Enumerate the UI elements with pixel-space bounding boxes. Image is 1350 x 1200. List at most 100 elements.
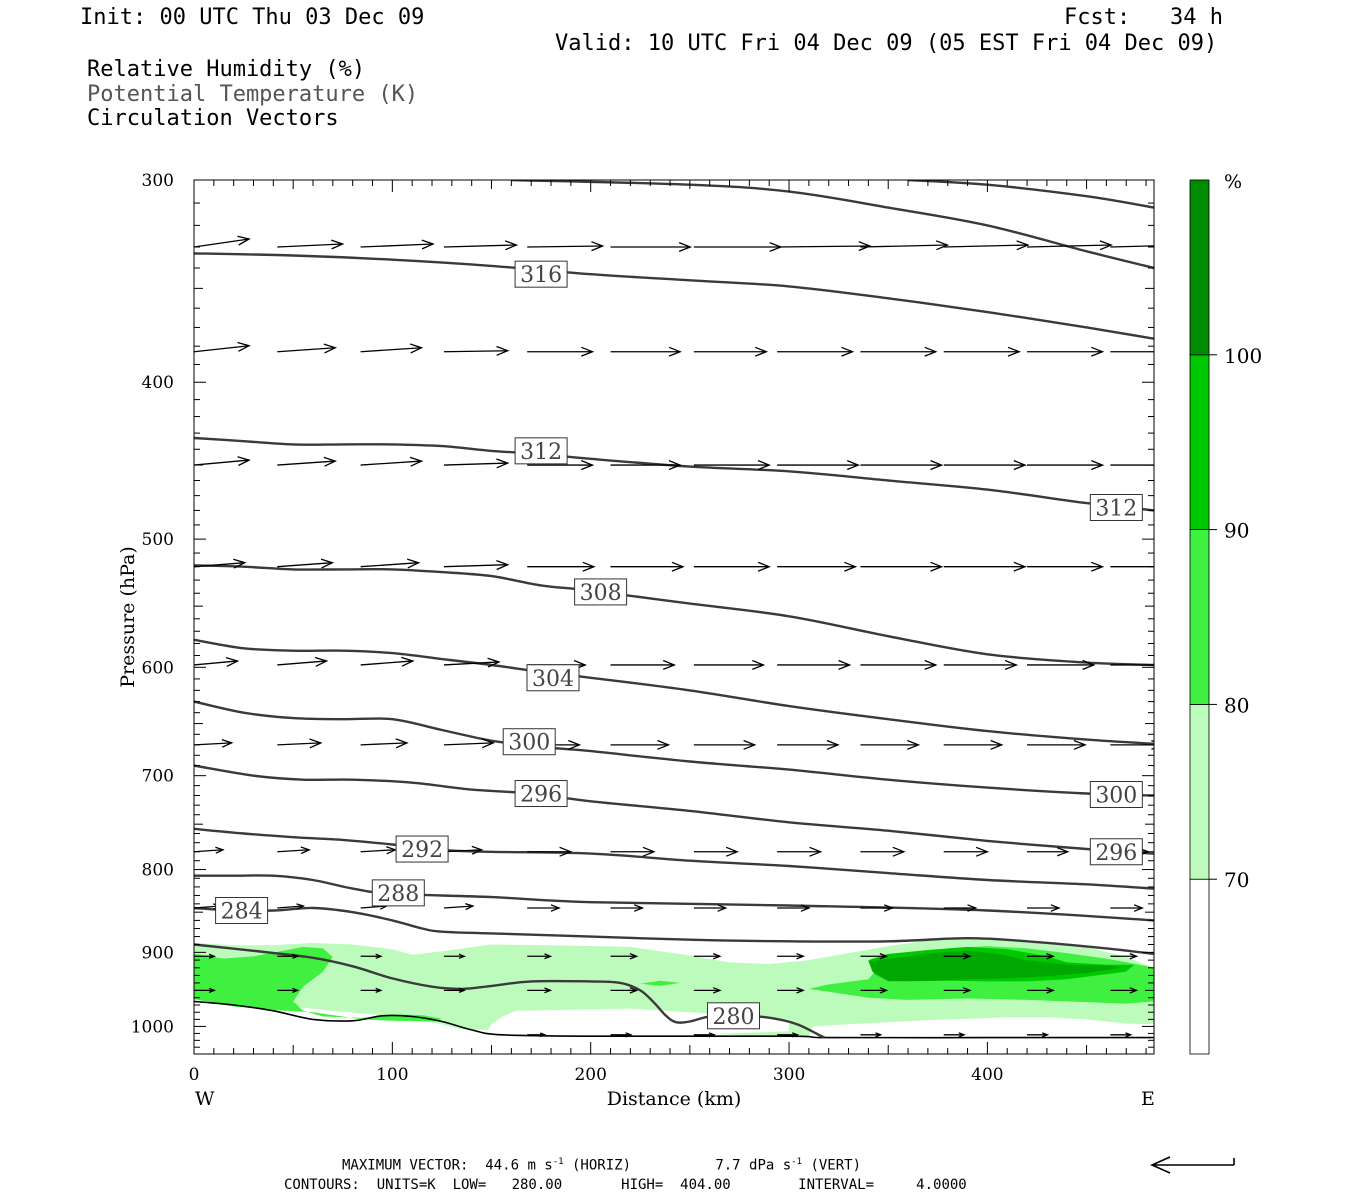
vector-arrow (943, 904, 978, 912)
colorbar-level-label: 90 (1224, 519, 1249, 543)
vector-arrow (1110, 904, 1145, 912)
contour-label-text: 312 (1095, 496, 1137, 521)
colorbar-segment (1189, 354, 1210, 530)
colorbar-segment (1189, 179, 1210, 356)
vector-arrow (860, 846, 906, 857)
theta-contour (194, 436, 1154, 512)
plot-border (193, 179, 1155, 1055)
vector-arrow (1110, 464, 1154, 466)
contour-label: 296 (1089, 838, 1143, 866)
vector-arrow (943, 739, 1004, 750)
x-tick-label: 100 (376, 1065, 408, 1085)
plot-frame (193, 179, 1155, 1055)
vector-arrow (360, 738, 409, 749)
horiz-max-value: 44.6 m s (485, 1157, 553, 1174)
x-axis-label: Distance (km) (607, 1088, 742, 1110)
contour-label-text: 304 (532, 667, 574, 692)
vector-arrow (443, 458, 510, 469)
vector-arrow (277, 343, 338, 354)
vector-arrow (860, 952, 889, 960)
vector-arrow (777, 846, 823, 857)
vector-arrow (943, 1032, 966, 1038)
vector-arrow (777, 952, 805, 960)
vector-arrow (277, 656, 329, 667)
contour-label-box (514, 780, 568, 808)
vert-max-value: 7.7 dPa s (715, 1157, 792, 1174)
y-tick-label: 900 (142, 943, 174, 963)
vector-arrow (777, 1032, 800, 1038)
contour-label-box (1089, 838, 1143, 866)
max-vector-line: MAXIMUM VECTOR: 44.6 m s-1 (HORIZ) 7.7 d… (342, 1158, 861, 1173)
vector-arrow (1110, 987, 1139, 994)
rh-shading (194, 938, 1154, 1037)
contour-label-box (514, 437, 568, 465)
vector-arrow (443, 657, 501, 668)
vert-suffix: (VERT) (802, 1157, 862, 1174)
contour-label-box (514, 260, 568, 288)
contour-label-box (707, 1002, 761, 1030)
vector-arrow (1110, 245, 1154, 248)
vector-arrow (693, 739, 757, 750)
contour-label-box (574, 578, 628, 606)
contour-label-box (1089, 493, 1143, 521)
field-rh-label: Relative Humidity (%) (87, 57, 366, 82)
y-tick-label: 700 (142, 767, 174, 787)
vector-arrow (860, 346, 938, 357)
colorbar-segment (1189, 529, 1210, 705)
vector-arrow (1027, 659, 1096, 671)
vector-arrow (194, 656, 240, 667)
contour-label-text: 284 (221, 900, 263, 925)
vector-arrow (943, 987, 972, 994)
vector-arrow (360, 656, 415, 667)
vector-arrow (527, 904, 561, 912)
theta-contour (194, 906, 1154, 956)
vector-arrow (1027, 739, 1087, 750)
vector-arrow (860, 659, 938, 671)
east-label: E (1141, 1088, 1155, 1110)
vector-arrow (860, 987, 889, 994)
vector-arrow (860, 904, 895, 912)
y-tick-label: 300 (142, 171, 174, 191)
vector-arrow (610, 987, 639, 994)
vector-arrow (1110, 566, 1154, 568)
vector-arrow (527, 1032, 547, 1038)
vector-arrow (777, 987, 805, 994)
vector-arrow (360, 987, 383, 994)
contour-label: 308 (574, 578, 628, 606)
colorbar-level-label: 80 (1224, 693, 1249, 717)
contour-label: 300 (502, 728, 556, 756)
vector-arrow (693, 1032, 716, 1038)
vector-arrow (943, 659, 1019, 671)
contour-label-text: 312 (520, 440, 562, 465)
vector-arrow (1110, 664, 1154, 666)
vector-arrow (443, 559, 510, 571)
contour-label-text: 308 (580, 581, 622, 606)
vector-arrow (860, 561, 944, 572)
x-tick-label: 0 (189, 1065, 200, 1085)
theta-contour (194, 943, 826, 1039)
field-theta-label: Potential Temperature (K) (87, 82, 419, 107)
vector-arrow (860, 1032, 883, 1038)
vector-arrow (527, 987, 553, 994)
vector-arrow (527, 561, 596, 572)
vector-arrow (194, 738, 234, 748)
contour-label: 292 (395, 835, 449, 863)
colorbar-segment (1189, 704, 1210, 880)
contour-label: 304 (526, 664, 580, 692)
contour-label-text: 300 (508, 731, 550, 756)
vector-arrow (360, 953, 383, 959)
valid-time: Valid: 10 UTC Fri 04 Dec 09 (05 EST Fri … (555, 31, 1218, 56)
vector-arrow (777, 904, 811, 912)
vector-arrow (777, 241, 872, 252)
vector-arrow (277, 239, 345, 250)
vector-arrow (777, 561, 858, 572)
contour-label: 312 (514, 437, 568, 465)
vector-arrow (360, 343, 424, 354)
terrain-line (193, 1000, 1154, 1039)
vector-arrow (610, 952, 639, 960)
vector-arrow (277, 456, 338, 467)
init-time: Init: 00 UTC Thu 03 Dec 09 (80, 5, 425, 30)
vector-arrow (693, 987, 722, 994)
vector-arrow (1027, 1032, 1050, 1038)
vector-arrow (610, 846, 656, 857)
